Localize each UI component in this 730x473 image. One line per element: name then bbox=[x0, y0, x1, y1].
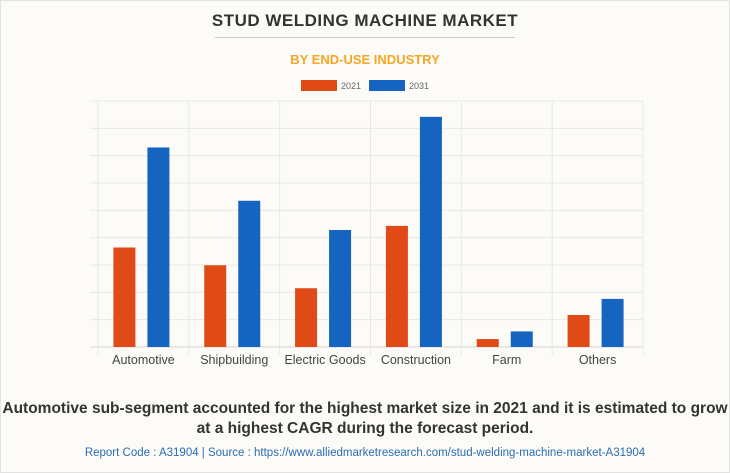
legend-swatch bbox=[300, 80, 337, 91]
legend-label: 2021 bbox=[340, 80, 361, 91]
x-tick-label: Electric Goods bbox=[284, 353, 365, 367]
bar-2031-shipbuilding bbox=[238, 200, 261, 347]
legend-item-2021[interactable]: 2021 bbox=[300, 80, 361, 91]
x-tick-label: Others bbox=[579, 353, 617, 367]
bar-2021-shipbuilding bbox=[204, 265, 227, 347]
bar-2031-electric-goods bbox=[329, 230, 352, 347]
x-tick-label: Construction bbox=[381, 353, 451, 367]
bar-chart: Automotive Shipbuilding Electric Goods Cons… bbox=[90, 100, 644, 367]
bar-2021-construction bbox=[385, 225, 408, 347]
bar-2021-automotive bbox=[113, 247, 136, 347]
title-divider bbox=[215, 37, 515, 38]
bar-2031-construction bbox=[419, 116, 442, 347]
chart-title: STUD WELDING MACHINE MARKET bbox=[211, 11, 519, 30]
legend-label: 2031 bbox=[409, 80, 430, 91]
bar-2021-others bbox=[567, 315, 590, 347]
bar-2021-farm bbox=[476, 339, 499, 347]
bar-2021-electric-goods bbox=[295, 288, 318, 347]
bar-2031-automotive bbox=[147, 147, 170, 347]
chart-caption: Automotive sub-segment accounted for the… bbox=[2, 400, 728, 437]
source-line[interactable]: Report Code : A31904 | Source : https://… bbox=[84, 447, 646, 459]
x-tick-label: Shipbuilding bbox=[200, 353, 268, 367]
legend: 2021 2031 bbox=[0, 80, 730, 91]
legend-item-2031[interactable]: 2031 bbox=[369, 80, 429, 91]
bar-2031-farm bbox=[510, 331, 533, 347]
chart-subtitle: BY END-USE INDUSTRY bbox=[290, 52, 440, 67]
x-tick-label: Automotive bbox=[112, 353, 175, 367]
bar-2031-others bbox=[601, 298, 624, 347]
x-tick-label: Farm bbox=[492, 353, 521, 367]
legend-swatch bbox=[369, 80, 405, 91]
